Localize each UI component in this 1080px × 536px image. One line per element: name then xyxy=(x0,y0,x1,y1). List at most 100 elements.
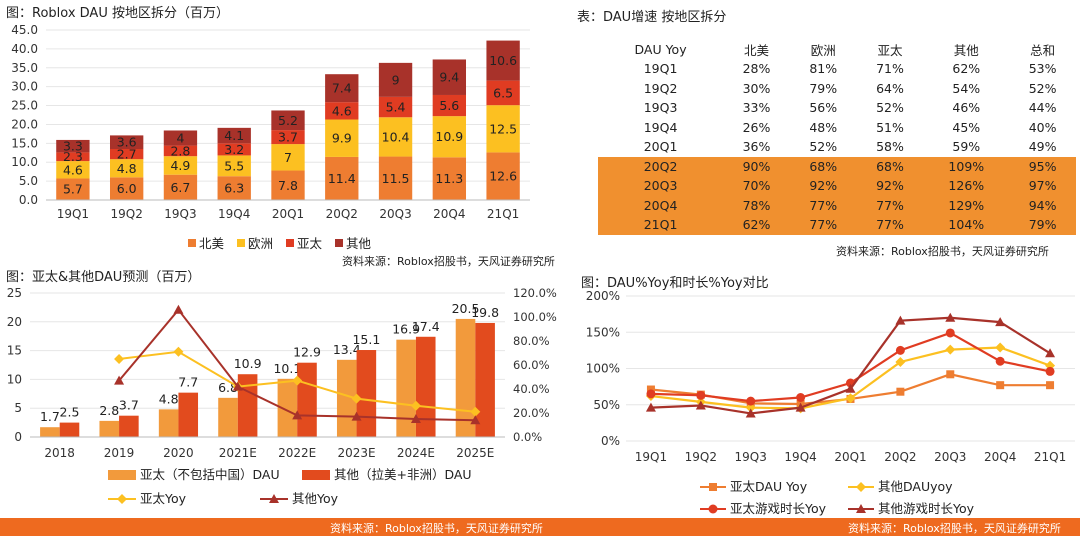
x-tick-label: 2021E xyxy=(219,446,257,460)
x-tick-label: 19Q1 xyxy=(635,450,667,464)
data-label: 3.3 xyxy=(63,139,83,154)
table-row: 19Q1 28% 81% 71% 62% 53% xyxy=(598,59,1076,79)
bar-segment xyxy=(163,130,198,146)
footer-bar: 资料来源：Roblox招股书，天风证券研究所 资料来源：Roblox招股书，天风… xyxy=(0,518,1080,536)
table-cell: 19Q2 xyxy=(643,80,678,96)
dau-yoy-table: DAU Yoy 北美 欧洲 亚太 其他 总和 19Q1 28% 81% 71% 62% 53% 19Q2… xyxy=(598,39,1076,235)
data-label: 4.8 xyxy=(159,391,179,406)
table-header-cell: 其他 xyxy=(953,42,979,58)
line-marker xyxy=(292,375,303,386)
data-label: 5.6 xyxy=(439,98,459,113)
line-marker xyxy=(895,315,906,325)
legend-label: 北美 xyxy=(199,236,224,251)
bar-segment xyxy=(271,144,305,171)
data-label: 3.7 xyxy=(278,130,298,145)
bar xyxy=(336,359,357,437)
data-label: 4.9 xyxy=(170,158,190,173)
line-marker xyxy=(292,410,303,420)
data-label: 10.6 xyxy=(489,53,517,68)
line-marker xyxy=(945,344,956,355)
data-label: 7.8 xyxy=(278,178,298,193)
line-marker xyxy=(996,381,1005,390)
y2-tick-label: 100.0% xyxy=(513,310,557,324)
table-cell: 45% xyxy=(952,119,981,135)
line-marker xyxy=(995,342,1006,353)
bar-segment xyxy=(432,116,467,158)
bar xyxy=(40,427,60,437)
table-header-cell: 亚太 xyxy=(877,42,903,58)
bar-segment xyxy=(486,40,520,81)
table-cell: 19Q3 xyxy=(643,100,678,116)
line-marker xyxy=(114,354,125,364)
y-tick-label: 100% xyxy=(586,362,620,376)
table-cell: 30% xyxy=(742,80,771,96)
y-tick-label: 150% xyxy=(586,325,620,339)
x-tick-label: 20Q2 xyxy=(326,207,358,221)
x-tick-label: 19Q1 xyxy=(57,207,89,221)
line-marker xyxy=(646,389,656,399)
chart1-svg: 0.0 5.0 10.0 15.0 20.0 25.0 30.0 35.0 40.0 45.0 5.… xyxy=(11,23,530,251)
x-tick-label: 19Q3 xyxy=(735,450,767,464)
chart4-title: 图：DAU%Yoy和时长%Yoy对比 xyxy=(581,276,769,291)
table-cell: 20Q3 xyxy=(598,176,724,196)
bar-segment xyxy=(271,170,305,200)
data-label: 3.6 xyxy=(117,135,137,150)
table-cell: 53% xyxy=(1028,61,1057,77)
table-cell: 40% xyxy=(1028,119,1057,135)
x-tick-label: 20Q3 xyxy=(934,450,966,464)
bar-segment xyxy=(486,152,520,200)
data-label: 1.7 xyxy=(40,409,60,424)
data-label: 2.5 xyxy=(60,405,80,420)
chart3-svg: 0 5 10 15 20 25 0.0% 20.0% 40.0% 60.0% 80.0% 100.0%… xyxy=(7,286,557,506)
table-cell: 20Q1 xyxy=(643,139,678,155)
x-tick-label: 19Q2 xyxy=(110,207,142,221)
line-marker xyxy=(696,390,706,400)
x-tick-label: 2019 xyxy=(104,446,135,460)
data-label: 10.9 xyxy=(234,356,262,371)
chart4-svg: 0% 50% 100% 150% 200% 19Q1 19Q2 19Q3 19Q4 20Q1 20Q… xyxy=(586,289,1075,516)
legend-swatch xyxy=(108,470,136,480)
line-marker xyxy=(695,400,706,410)
table-cell: 94% xyxy=(1009,195,1076,215)
legend-label: 亚太 xyxy=(297,236,323,251)
legend-label: 亚太（不包括中国）DAU xyxy=(140,467,280,482)
bar-segment xyxy=(432,94,467,117)
table-cell: 77% xyxy=(856,195,924,215)
x-tick-label: 19Q4 xyxy=(218,207,250,221)
bar-segment xyxy=(109,149,144,160)
bar-segment xyxy=(432,157,467,200)
data-label: 13.4 xyxy=(333,342,361,357)
data-label: 9.9 xyxy=(332,131,352,146)
data-label: 4.6 xyxy=(332,103,352,118)
table-cell: 28% xyxy=(742,61,771,77)
table-header-cell: 欧洲 xyxy=(810,42,836,58)
table-cell: 92% xyxy=(856,176,924,196)
line-marker xyxy=(173,304,184,314)
x-tick-label: 19Q4 xyxy=(784,450,816,464)
legend-label: 欧洲 xyxy=(248,236,273,251)
legend-swatch xyxy=(188,239,196,247)
bar xyxy=(297,362,317,437)
legend-label: 其他DAUyoy xyxy=(878,479,953,494)
chart1-source: 资料来源：Roblox招股书，天风证券研究所 xyxy=(342,255,555,268)
line-marker xyxy=(351,393,362,404)
line-marker xyxy=(945,312,956,322)
y-tick-label: 20 xyxy=(7,315,22,329)
table-cell: 129% xyxy=(923,195,1010,215)
bar-segment xyxy=(163,156,198,175)
x-tick-label: 2023E xyxy=(338,446,376,460)
table-cell: 19Q4 xyxy=(643,119,678,135)
bar xyxy=(99,420,120,437)
table-row: 20Q2 90% 68% 68% 109% 95% xyxy=(598,156,1076,176)
y2-tick-label: 40.0% xyxy=(513,382,550,396)
y2-tick-label: 120.0% xyxy=(513,286,557,300)
line-marker xyxy=(645,402,656,412)
legend-label: 其他游戏时长Yoy xyxy=(878,501,975,516)
legend-swatch xyxy=(286,239,294,247)
data-label: 5.7 xyxy=(63,182,83,197)
data-label: 5.5 xyxy=(224,158,244,173)
table-row: 21Q1 62% 77% 77% 104% 79% xyxy=(598,215,1076,235)
table-cell: 56% xyxy=(809,100,838,116)
legend-marker xyxy=(269,494,279,503)
y-tick-label: 10 xyxy=(7,372,22,386)
